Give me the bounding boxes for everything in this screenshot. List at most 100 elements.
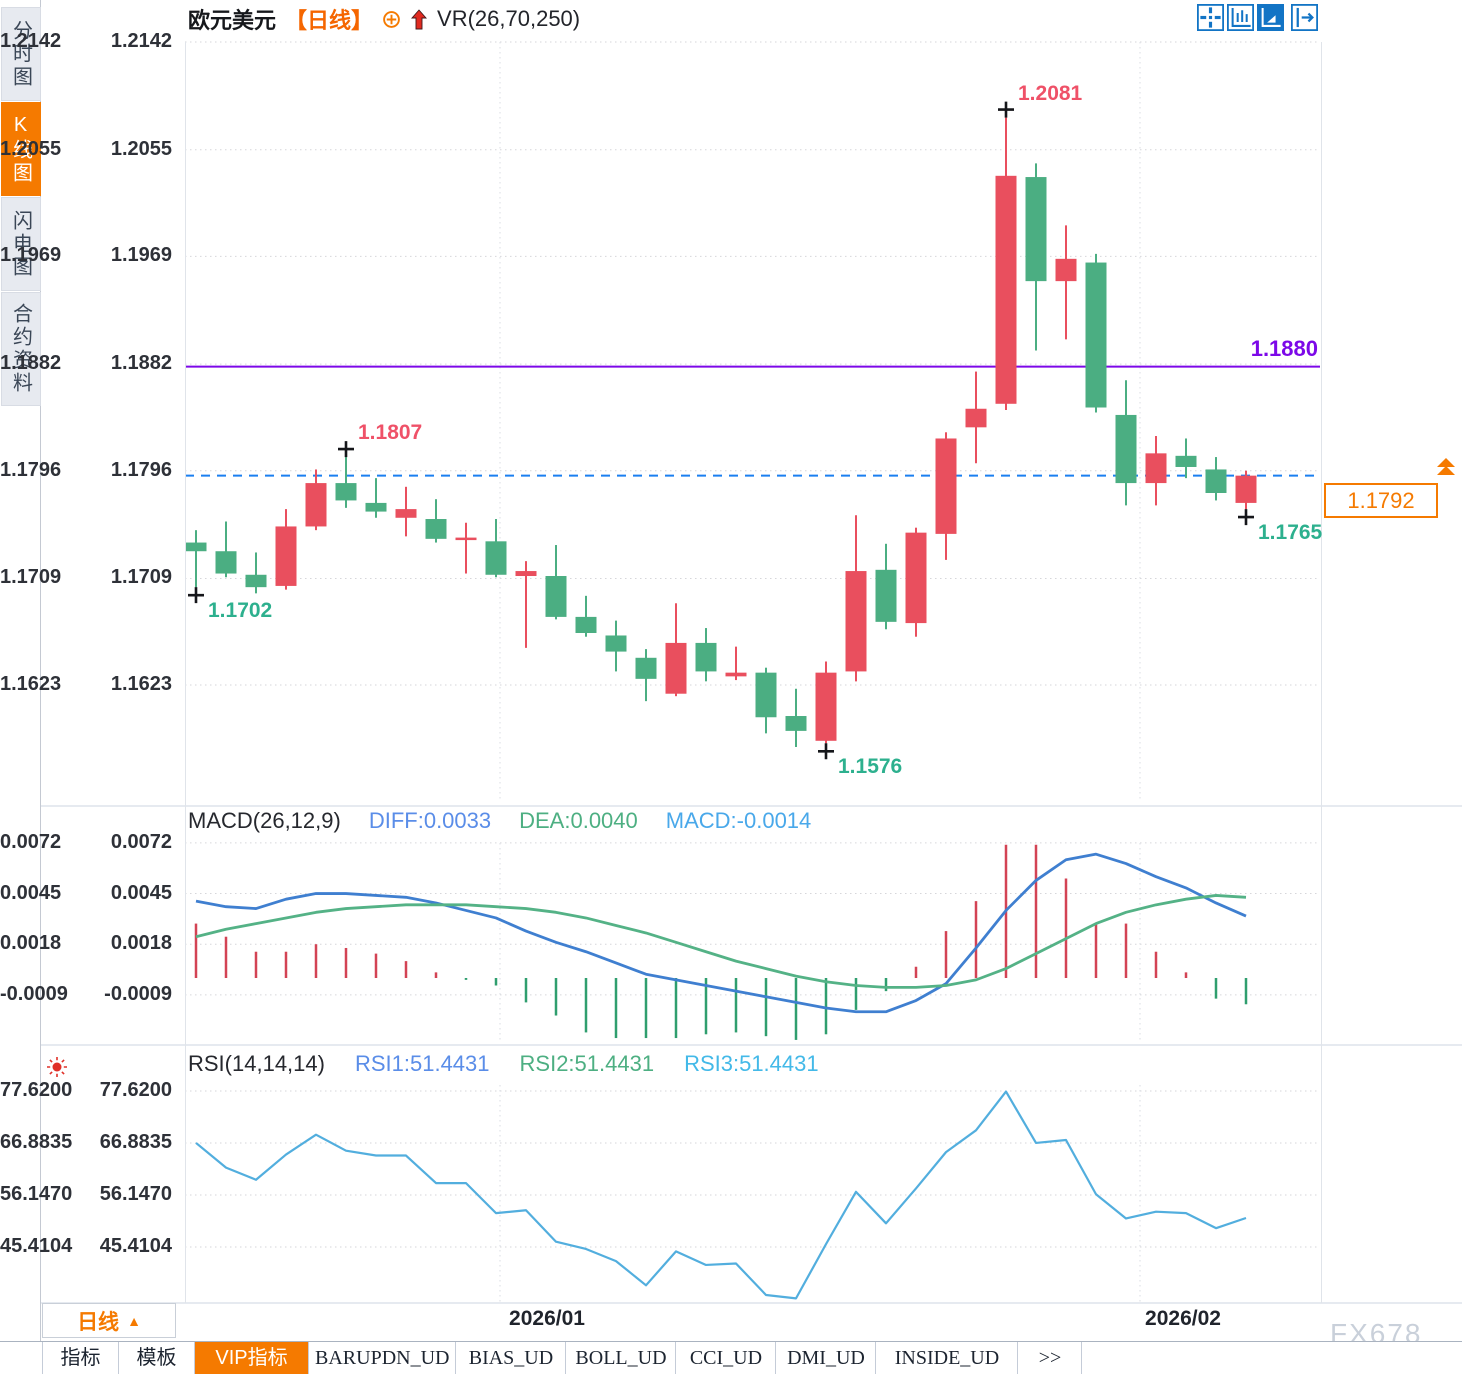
rsi-axis-label-left: 56.1470 — [99, 1182, 172, 1205]
up-arrow-icon — [410, 8, 428, 30]
rsi-axis-label-left: 77.6200 — [99, 1079, 172, 1101]
candle-body — [515, 571, 537, 577]
price-axis-label-right: 1.1969 — [0, 244, 62, 267]
candle-body — [635, 657, 657, 679]
rsi-axis-label-right: 45.4104 — [0, 1234, 73, 1257]
collapse-right-icon[interactable] — [1291, 4, 1318, 31]
current-price-box: 1.1792 — [1324, 483, 1438, 518]
candle-body — [995, 175, 1017, 404]
target-plus-icon[interactable] — [382, 10, 401, 29]
candle-body — [275, 526, 297, 586]
high-annotation: 1.2081 — [1018, 81, 1083, 105]
low-annotation: 1.1765 — [1258, 521, 1323, 545]
price-axis-label-left: 1.1796 — [110, 458, 172, 481]
bottom-tab-2[interactable]: 模板 — [119, 1342, 195, 1374]
bottom-tab-6[interactable]: BOLL_UD — [566, 1342, 677, 1374]
rsi-axis-label-right: 66.8835 — [0, 1130, 73, 1153]
x-axis-label-feb: 2026/02 — [1145, 1307, 1221, 1330]
rsi-title: RSI(14,14,14) — [188, 1051, 325, 1076]
extreme-marker-cross — [1238, 509, 1254, 526]
bottom-tab-4[interactable]: BARUPDN_UD — [309, 1342, 457, 1374]
candle-body — [695, 642, 717, 672]
candle-body — [905, 532, 927, 624]
price-axis-label-left: 1.1882 — [110, 352, 172, 375]
indicator-settings-icon[interactable] — [46, 1056, 68, 1078]
candle-body — [365, 502, 387, 512]
candle-body — [1145, 453, 1167, 484]
macd-hist-value: MACD:-0.0014 — [665, 808, 812, 833]
candle-body — [395, 509, 417, 518]
candle-body — [545, 576, 567, 617]
candle-body — [1205, 469, 1227, 493]
bottom-tab-10[interactable]: >> — [1018, 1342, 1083, 1374]
rsi-header: RSI(14,14,14) RSI1:51.4431 RSI2:51.4431 … — [188, 1051, 819, 1077]
extreme-marker-cross — [998, 101, 1014, 118]
rsi2-value: RSI2:51.4431 — [519, 1051, 655, 1076]
period-selector[interactable]: 日线 ▲ — [42, 1303, 176, 1338]
price-axis-label-left: 1.2142 — [110, 30, 172, 52]
candle-body — [605, 635, 627, 652]
low-annotation: 1.1702 — [208, 599, 273, 623]
bottom-tab-5[interactable]: BIAS_UD — [456, 1342, 567, 1374]
low-annotation: 1.1576 — [838, 755, 903, 779]
candle-body — [1235, 475, 1257, 503]
rsi-axis-label-left: 45.4104 — [99, 1234, 172, 1257]
macd-axis-label-left: 0.0018 — [110, 932, 172, 955]
price-axis-label-left: 1.1709 — [110, 566, 172, 589]
rsi3-value: RSI3:51.4431 — [684, 1051, 819, 1076]
price-axis-label-right: 1.1623 — [0, 673, 62, 696]
macd-axis-label-right: 0.0045 — [0, 881, 62, 904]
price-axis-label-right: 1.1796 — [0, 458, 62, 481]
rsi-axis-label-right: 77.6200 — [0, 1079, 73, 1101]
sidebar-tab-time-chart[interactable]: 分时图 — [1, 7, 41, 101]
candle-body — [335, 483, 357, 501]
extreme-marker-cross — [338, 441, 354, 458]
current-price-value: 1.1792 — [1347, 487, 1415, 513]
resistance-level-label: 1.1880 — [1250, 336, 1318, 361]
crosshair-icon[interactable] — [1197, 4, 1224, 31]
price-axis-label-left: 1.1969 — [110, 244, 172, 267]
vr-indicator-label: VR(26,70,250) — [437, 6, 581, 31]
candle-body — [785, 716, 807, 731]
period-tag: 【日线】 — [285, 8, 374, 33]
candle-body — [725, 672, 747, 677]
bottom-tab-9[interactable]: INSIDE_UD — [876, 1342, 1019, 1374]
sidebar-tab-lightning-chart[interactable]: 闪电图 — [1, 197, 41, 291]
candle-body — [665, 642, 687, 694]
bottom-tab-7[interactable]: CCI_UD — [676, 1342, 777, 1374]
bottom-tab-1[interactable]: 指标 — [43, 1342, 119, 1374]
candle-body — [425, 519, 447, 539]
bottom-tab-8[interactable]: DMI_UD — [776, 1342, 877, 1374]
candle-body — [215, 551, 237, 574]
price-up-arrow-icon — [1437, 458, 1455, 482]
rsi-line — [195, 1090, 1247, 1300]
candle-body — [1175, 455, 1197, 467]
axes-play-icon[interactable] — [1257, 4, 1284, 31]
macd-axis-label-left: -0.0009 — [104, 982, 172, 1005]
extreme-marker-cross — [188, 587, 204, 604]
candle-body — [755, 672, 777, 718]
axes-scale-icon[interactable] — [1227, 4, 1254, 31]
period-selector-triangle-icon: ▲ — [127, 1312, 141, 1329]
macd-axis-label-right: 0.0018 — [0, 932, 62, 955]
candle-body — [245, 574, 267, 588]
chart-title-row: 欧元美元 【日线】 VR(26,70,250) — [188, 4, 580, 34]
price-axis-label-right: 1.1882 — [0, 352, 62, 375]
bottom-tab-3[interactable]: VIP指标 — [195, 1342, 309, 1374]
high-annotation: 1.1807 — [358, 421, 423, 445]
tab-bar-spacer — [0, 1342, 43, 1374]
candle-body — [1085, 262, 1107, 408]
macd-dea-line — [195, 894, 1247, 989]
candle-body — [305, 483, 327, 527]
candle-body — [845, 571, 867, 672]
sidebar-tab-contract-info[interactable]: 合约资料 — [1, 292, 41, 406]
macd-diff-line — [195, 852, 1247, 1014]
macd-title: MACD(26,12,9) — [188, 808, 341, 833]
candle-body — [965, 408, 987, 428]
candle-body — [1025, 177, 1047, 282]
price-axis-label-right: 1.2142 — [0, 30, 62, 52]
price-axis-label-right: 1.1709 — [0, 566, 62, 589]
sidebar-tab-kline-chart[interactable]: K线图 — [1, 102, 41, 196]
